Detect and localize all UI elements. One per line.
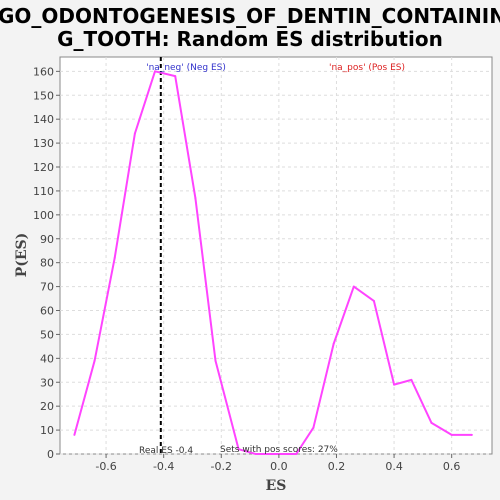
neg-es-label: 'na_neg' (Neg ES) bbox=[146, 63, 226, 73]
x-tick-label: -0.2 bbox=[211, 460, 232, 473]
x-tick-label: 0.4 bbox=[385, 460, 403, 473]
y-axis-label: P(ES) bbox=[14, 233, 30, 278]
es-data-point bbox=[93, 359, 96, 362]
y-tick-label: 90 bbox=[40, 233, 54, 246]
es-data-point bbox=[332, 342, 335, 345]
es-data-point bbox=[154, 70, 157, 73]
es-data-point bbox=[194, 197, 197, 200]
y-tick-label: 20 bbox=[40, 400, 54, 413]
y-tick-label: 60 bbox=[40, 305, 54, 318]
es-data-point bbox=[254, 453, 257, 455]
x-tick-label: 0.6 bbox=[443, 460, 461, 473]
y-tick-label: 70 bbox=[40, 281, 54, 294]
chart-title-line-2: G_TOOTH: Random ES distribution bbox=[57, 27, 443, 51]
es-data-point bbox=[275, 453, 277, 455]
y-tick-label: 40 bbox=[40, 352, 54, 365]
grid-lines bbox=[60, 57, 492, 455]
es-data-point bbox=[73, 433, 76, 436]
es-data-point bbox=[295, 453, 298, 455]
es-data-point bbox=[372, 299, 375, 302]
y-tick-label: 10 bbox=[40, 424, 54, 437]
y-tick-label: 130 bbox=[33, 137, 54, 150]
es-data-point bbox=[450, 433, 453, 436]
es-data-point bbox=[312, 426, 315, 429]
chart-title-line-1: GO_ODONTOGENESIS_OF_DENTIN_CONTAININ bbox=[0, 4, 500, 28]
es-data-point bbox=[214, 359, 217, 362]
pos-es-label: 'na_pos' (Pos ES) bbox=[329, 63, 405, 73]
y-tick-label: 140 bbox=[33, 113, 54, 126]
es-data-point bbox=[470, 433, 473, 436]
es-data-point bbox=[430, 421, 433, 424]
es-data-point bbox=[237, 448, 240, 451]
es-data-point bbox=[174, 75, 177, 78]
y-tick-label: 100 bbox=[33, 209, 54, 222]
es-data-point bbox=[393, 383, 396, 386]
es-data-point bbox=[113, 256, 116, 259]
y-tick-label: 150 bbox=[33, 89, 54, 102]
x-tick-label: -0.6 bbox=[95, 460, 116, 473]
es-data-point bbox=[133, 132, 136, 135]
x-tick-label: 0.0 bbox=[270, 460, 288, 473]
data-marks bbox=[73, 57, 473, 455]
real-es-annotation: Real ES -0.4 bbox=[139, 446, 193, 456]
es-data-point bbox=[352, 285, 355, 288]
pos-score-annotation: Sets with pos scores: 27% bbox=[220, 445, 338, 455]
y-tick-label: 160 bbox=[33, 65, 54, 78]
y-tick-label: 30 bbox=[40, 376, 54, 389]
es-data-point bbox=[410, 378, 413, 381]
y-tick-label: 80 bbox=[40, 257, 54, 270]
y-tick-label: 50 bbox=[40, 328, 54, 341]
x-tick-label: -0.4 bbox=[153, 460, 174, 473]
plot-area bbox=[59, 56, 493, 455]
y-tick-label: 0 bbox=[47, 448, 54, 461]
y-tick-label: 110 bbox=[33, 185, 54, 198]
x-tick-label: 0.2 bbox=[328, 460, 346, 473]
y-tick-label: 120 bbox=[33, 161, 54, 174]
axis-ticks: 0 10 20 30 40 50 60 70 80 90 100 110 120 130 140 150 160… bbox=[33, 65, 460, 473]
x-axis-label: ES bbox=[266, 478, 287, 494]
